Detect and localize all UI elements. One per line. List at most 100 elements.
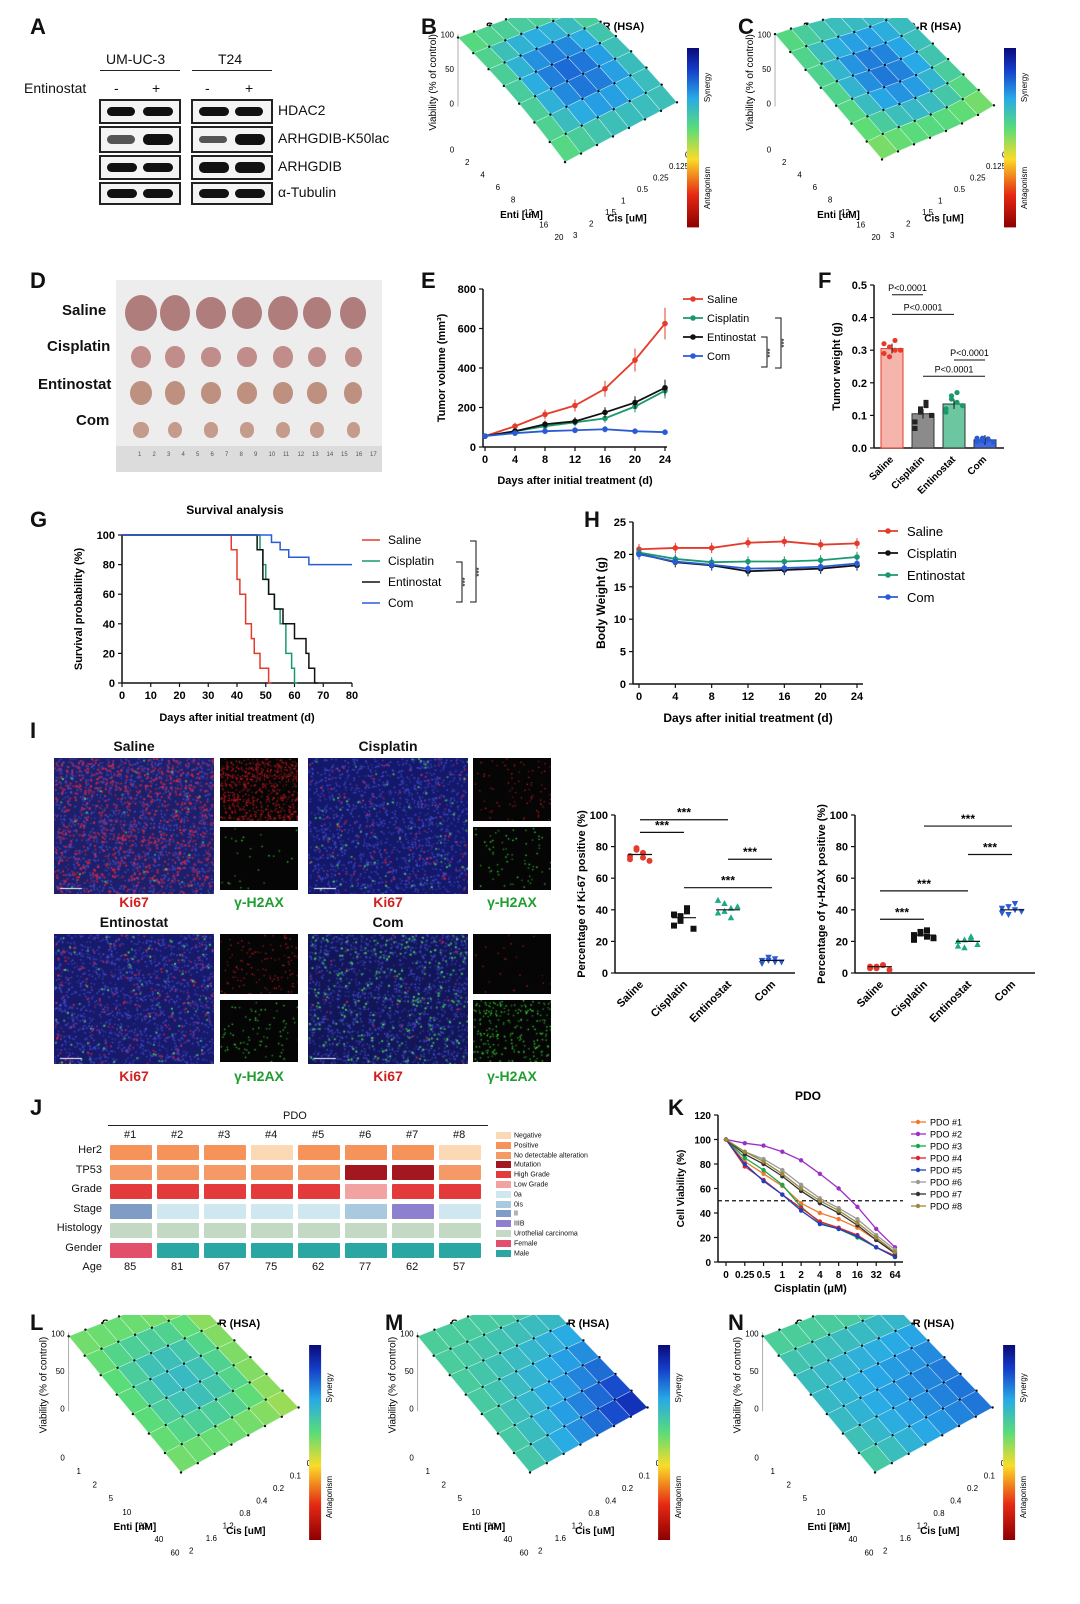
- treatment-sign: -: [114, 80, 119, 96]
- treatment-sign: +: [152, 80, 161, 96]
- surface-point: [957, 1424, 961, 1428]
- cis-tick-label: 0.8: [588, 1509, 600, 1518]
- surface-point: [233, 1339, 236, 1342]
- legend-swatch: [496, 1190, 511, 1198]
- y-axis-label: Viability (% of control): [428, 34, 439, 131]
- micro-group-label: Com: [372, 914, 404, 930]
- surface-point: [925, 1389, 929, 1393]
- surface-point: [811, 1315, 815, 1318]
- surface-point: [216, 1346, 219, 1350]
- h2ax-label: γ-H2AX: [234, 894, 284, 910]
- data-point: [671, 911, 677, 918]
- colorbar-synergy-label: Synergy: [1020, 73, 1029, 102]
- tumor-specimen: [130, 381, 152, 405]
- legend-label: Com: [907, 590, 934, 605]
- blot-box: [191, 182, 273, 205]
- cis-tick-label: 0.2: [967, 1484, 979, 1493]
- data-point: [836, 1216, 841, 1222]
- surface-point: [944, 129, 948, 133]
- data-point: [602, 385, 608, 392]
- x-tick-label: Com: [752, 978, 778, 1004]
- surface-point: [912, 143, 916, 146]
- surface-point: [908, 1425, 911, 1428]
- surface-point: [150, 1326, 154, 1329]
- x-tick-label: 2: [787, 1481, 792, 1490]
- surface-point: [882, 108, 885, 112]
- treatment-sign: +: [245, 80, 254, 96]
- surface-point: [498, 1351, 502, 1355]
- tumor-specimen: [344, 346, 362, 368]
- x-tick-label: 10: [122, 1508, 131, 1517]
- cis-tick-label: 0.125: [986, 162, 1007, 171]
- blot-band: [107, 107, 135, 116]
- data-point: [632, 428, 638, 434]
- blot-box: [99, 99, 181, 124]
- blot-band: [143, 163, 173, 172]
- surface-point: [197, 1434, 200, 1437]
- tumor-specimen: [201, 346, 221, 368]
- chart-e-tumor-volume: 0 200 400 600 800 0 4 8 12 16 20 24 Days after initi…: [436, 284, 789, 487]
- colorbar-antagonism-label: Antagonism: [1019, 1476, 1028, 1519]
- surface-point: [480, 1412, 484, 1416]
- ruler-tick-label: 1: [138, 452, 142, 458]
- data-point: [886, 354, 893, 360]
- cis-tick-label: 0.2: [622, 1484, 634, 1493]
- y-tick-label: 0: [470, 442, 476, 454]
- data-point: [881, 350, 887, 357]
- x-tick-label: Entinostat: [928, 978, 975, 1025]
- x-tick-label: 16: [539, 220, 548, 229]
- heatmap-cell: [110, 1164, 152, 1180]
- x-tick-label: 6: [813, 183, 818, 192]
- heatmap-cell: [392, 1223, 434, 1238]
- legend-label: Positive: [514, 1142, 539, 1150]
- x-tick-label: 0: [754, 1454, 759, 1463]
- ruler-tick-label: 2: [152, 452, 156, 458]
- surface-point: [881, 132, 884, 136]
- data-point: [542, 411, 548, 418]
- blot-box: [99, 182, 181, 205]
- y-tick-label: 120: [694, 1111, 711, 1122]
- ruler-tick-label: 14: [326, 452, 334, 458]
- surface-point: [214, 1398, 218, 1401]
- heatmap-cell: [392, 1203, 434, 1219]
- heatmap-cell: [345, 1203, 387, 1219]
- cis-tick-label: 3: [573, 231, 578, 240]
- tumor-specimen: [167, 421, 183, 439]
- legend-label: Mutation: [514, 1161, 541, 1169]
- surface-point: [565, 105, 568, 108]
- sig-star: ***: [766, 348, 775, 357]
- surface-point: [809, 1393, 812, 1396]
- legend-label: Low Grade: [514, 1181, 549, 1189]
- z-tick-label: 0: [409, 1404, 414, 1413]
- surface-point: [580, 124, 583, 127]
- surface-point: [959, 1372, 962, 1376]
- surface-point: [613, 1398, 616, 1401]
- surface-point: [789, 50, 792, 54]
- tumor-specimen: [344, 382, 362, 404]
- surface-point: [67, 1335, 70, 1338]
- surface-point: [859, 1396, 862, 1400]
- cis-axis-label: Cis [uM]: [607, 214, 646, 225]
- surface-point: [884, 41, 887, 44]
- surface-point: [629, 74, 632, 77]
- surface-point: [535, 47, 538, 51]
- cis-axis-label: Cis [uM]: [920, 1526, 959, 1537]
- tumor-specimen: [307, 382, 327, 404]
- cis-tick-label: 2: [589, 219, 594, 228]
- surface-point: [533, 95, 537, 98]
- chart-title: PDO: [795, 1089, 821, 1103]
- tumor-specimen: [237, 346, 257, 368]
- surface-point: [900, 34, 903, 38]
- data-point: [602, 426, 608, 433]
- data-point: [482, 433, 488, 439]
- data-point: [917, 928, 924, 935]
- x-tick-label: 4: [797, 170, 802, 179]
- z-tick-label: 50: [445, 65, 454, 74]
- legend-label: Com: [707, 351, 730, 363]
- surface-point: [116, 1366, 119, 1370]
- surface-point: [837, 35, 840, 38]
- cis-tick-label: 0.4: [605, 1497, 617, 1506]
- x-tick-label: Com: [992, 978, 1018, 1004]
- legend-marker: [885, 594, 891, 600]
- cis-tick-label: 2: [189, 1547, 194, 1556]
